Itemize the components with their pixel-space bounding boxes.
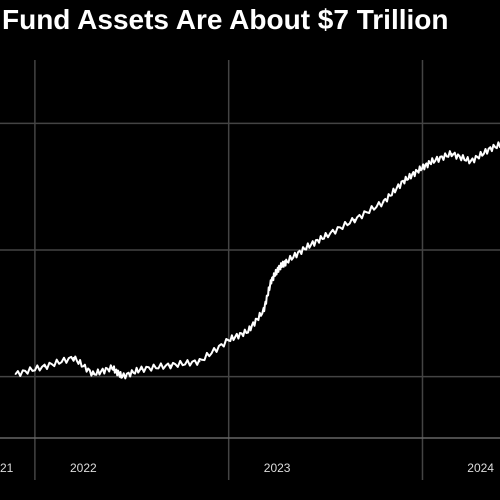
data-point-17	[353, 218, 356, 221]
data-point-19	[402, 180, 404, 183]
data-point-4	[111, 367, 114, 369]
data-point-14	[286, 260, 288, 263]
data-point-2	[72, 356, 75, 359]
x-tick-label-2022: 2022	[70, 461, 97, 475]
data-point-6	[140, 368, 143, 370]
data-point-12	[270, 279, 273, 282]
data-point-9	[227, 339, 230, 341]
x-tick-label-2024: 2024	[467, 461, 494, 475]
data-point-5	[121, 375, 123, 378]
data-point-18	[382, 201, 385, 203]
data-point-8	[198, 360, 201, 363]
series-line	[14, 141, 500, 380]
data-point-1	[43, 365, 46, 368]
x-tick-label-2023: 2023	[264, 461, 291, 475]
data-point-13	[278, 266, 280, 269]
chart-title: Fund Assets Are About $7 Trillion	[2, 4, 449, 35]
data-point-16	[324, 235, 327, 237]
data-point-23	[470, 160, 472, 163]
data-point-21	[431, 160, 433, 163]
data-point-11	[262, 310, 265, 312]
data-point-20	[417, 169, 420, 171]
data-point-0	[14, 373, 17, 375]
data-point-10	[247, 330, 249, 332]
data-point-24	[489, 147, 492, 150]
data-point-15	[305, 246, 308, 249]
data-point-22	[450, 152, 453, 155]
data-point-3	[92, 373, 94, 375]
data-point-7	[169, 364, 172, 367]
x-tick-label-2021: 2021	[0, 461, 14, 475]
